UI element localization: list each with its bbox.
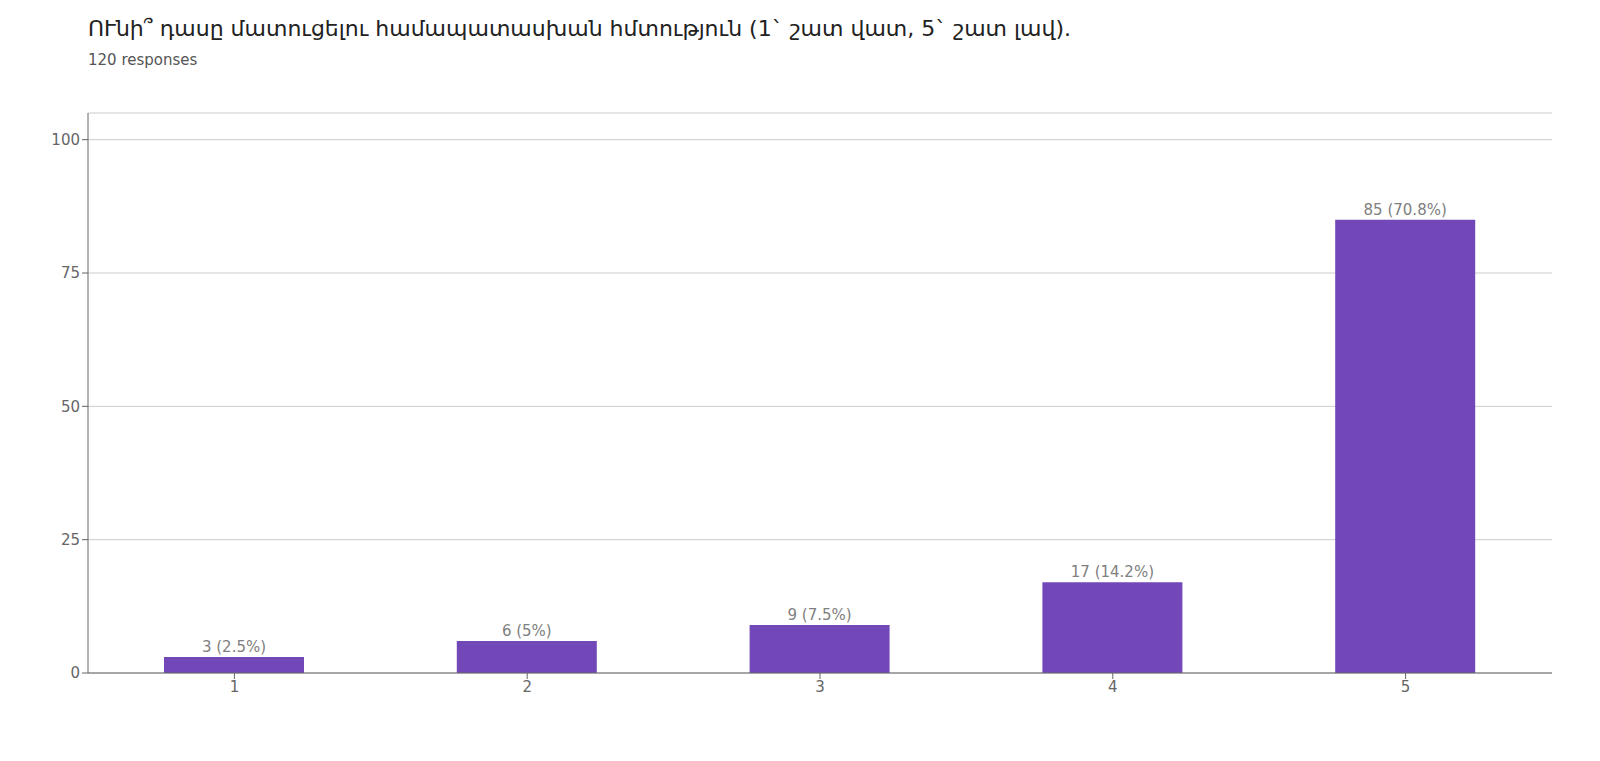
svg-text:75: 75	[61, 264, 80, 282]
svg-text:9 (7.5%): 9 (7.5%)	[788, 606, 852, 624]
svg-text:0: 0	[70, 664, 80, 682]
html-text:120 responses: 120 responses	[88, 51, 198, 69]
svg-text:3 (2.5%): 3 (2.5%)	[202, 638, 266, 656]
svg-text:6 (5%): 6 (5%)	[502, 622, 552, 640]
svg-text:5: 5	[1401, 678, 1411, 696]
svg-text:3: 3	[815, 678, 825, 696]
svg-text:100: 100	[51, 131, 80, 149]
svg-text:17 (14.2%): 17 (14.2%)	[1071, 563, 1154, 581]
svg-text:2: 2	[522, 678, 532, 696]
svg-text:25: 25	[61, 531, 80, 549]
svg-text:85 (70.8%): 85 (70.8%)	[1364, 201, 1447, 219]
svg-text:50: 50	[61, 398, 80, 416]
svg-text:4: 4	[1108, 678, 1118, 696]
svg-text:1: 1	[230, 678, 240, 696]
html-text:ՈՒնի՞ դասը մատուցելու համապատա: ՈՒնի՞ դասը մատուցելու համապատասխան հմտու…	[88, 16, 1071, 41]
